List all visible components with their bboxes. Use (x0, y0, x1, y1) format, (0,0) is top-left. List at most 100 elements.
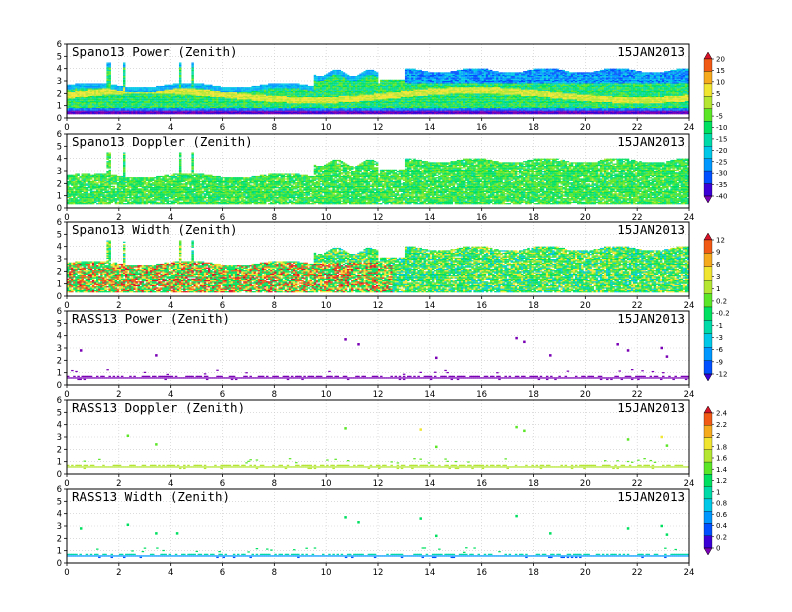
data-cell (137, 113, 140, 115)
data-cell (261, 111, 265, 114)
data-cell (290, 95, 294, 98)
data-cell (216, 105, 219, 107)
data-cell (282, 111, 286, 114)
data-cell (185, 103, 188, 105)
data-cell (133, 92, 136, 94)
data-cell (79, 84, 82, 86)
data-cell (268, 110, 271, 112)
data-cell (176, 104, 180, 106)
data-cell (77, 99, 80, 101)
data-cell (307, 111, 310, 114)
data-cell (288, 105, 292, 107)
data-cell (87, 95, 91, 98)
data-cell (187, 92, 190, 94)
data-cell (191, 67, 194, 69)
data-cell (332, 77, 335, 79)
data-cell (324, 92, 327, 94)
data-cell (174, 103, 178, 105)
data-cell (118, 109, 122, 111)
data-cell (114, 98, 118, 100)
data-cell (93, 100, 97, 102)
data-cell (172, 108, 176, 110)
data-cell (152, 89, 155, 91)
data-cell (104, 101, 107, 104)
data-cell (375, 73, 379, 75)
data-cell (315, 90, 319, 93)
data-cell (237, 106, 240, 109)
data-cell (309, 103, 313, 105)
data-cell (183, 92, 186, 94)
data-cell (290, 84, 294, 86)
data-cell (67, 100, 70, 102)
data-cell (259, 87, 263, 89)
data-cell (152, 99, 155, 101)
data-cell (243, 111, 246, 114)
data-cell (141, 93, 145, 95)
data-cell (286, 111, 290, 114)
data-cell (305, 108, 308, 110)
data-cell (207, 113, 211, 115)
data-cell (251, 90, 254, 93)
data-cell (305, 113, 308, 115)
data-cell (330, 81, 333, 83)
data-cell (332, 98, 335, 100)
data-cell (216, 93, 219, 95)
data-cell (120, 103, 124, 105)
data-cell (218, 93, 221, 95)
data-cell (282, 84, 286, 86)
data-cell (98, 109, 101, 111)
data-cell (301, 94, 304, 96)
data-cell (69, 111, 72, 114)
data-cell (313, 108, 317, 110)
data-cell (164, 97, 167, 99)
data-cell (104, 113, 107, 115)
data-cell (79, 93, 82, 95)
data-cell (89, 111, 93, 114)
data-cell (228, 87, 232, 89)
data-cell (106, 83, 109, 85)
data-cell (98, 85, 101, 88)
data-cell (116, 87, 120, 89)
data-cell (375, 77, 379, 79)
data-cell (185, 111, 188, 114)
data-cell (71, 92, 74, 94)
data-cell (241, 111, 244, 114)
data-cell (93, 104, 97, 106)
data-cell (79, 94, 82, 96)
data-cell (129, 87, 132, 89)
data-cell (228, 110, 232, 112)
data-cell (292, 105, 296, 107)
data-cell (164, 100, 167, 102)
data-cell (143, 95, 147, 98)
data-cell (81, 83, 84, 85)
data-cell (243, 109, 246, 111)
data-cell (286, 84, 290, 86)
data-cell (278, 89, 281, 91)
data-cell (152, 87, 155, 89)
data-cell (122, 111, 126, 114)
data-cell (116, 111, 120, 114)
data-cell (297, 103, 300, 105)
data-cell (297, 89, 300, 91)
data-cell (127, 89, 130, 91)
data-cell (114, 99, 118, 101)
data-cell (322, 85, 325, 88)
data-cell (255, 113, 259, 115)
data-cell (214, 108, 217, 110)
data-cell (319, 109, 323, 111)
data-cell (156, 111, 159, 114)
data-cell (118, 89, 122, 91)
data-cell (328, 92, 331, 94)
data-cell (324, 105, 327, 107)
data-cell (210, 109, 213, 111)
data-cell (317, 109, 321, 111)
data-cell (216, 108, 219, 110)
data-cell (122, 94, 126, 96)
data-cell (83, 108, 87, 110)
data-cell (212, 97, 215, 99)
data-cell (340, 81, 344, 83)
data-cell (336, 95, 340, 98)
data-cell (197, 99, 201, 101)
data-cell (299, 85, 302, 88)
data-cell (342, 85, 346, 88)
